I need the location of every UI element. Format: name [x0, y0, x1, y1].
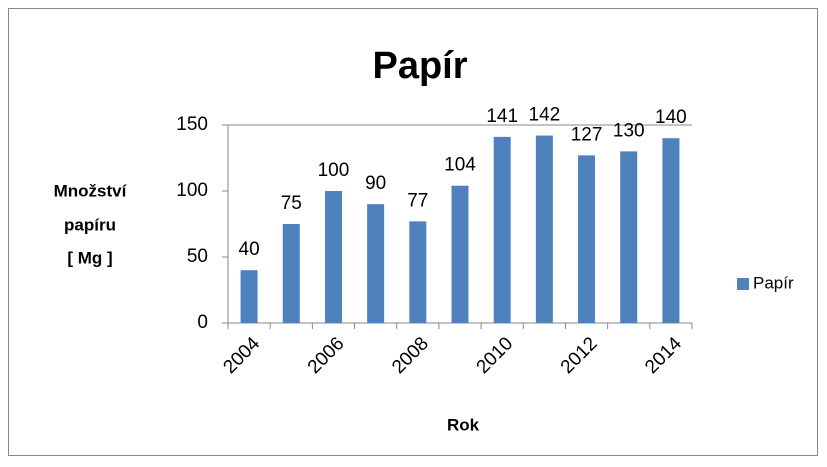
y-tick-label: 100 [176, 180, 208, 201]
data-label: 141 [486, 106, 518, 127]
legend-label: Papír [753, 273, 794, 292]
bar [240, 270, 258, 323]
data-label: 77 [407, 190, 428, 211]
bar [282, 224, 300, 323]
bar [324, 191, 342, 323]
bar [493, 136, 511, 323]
bar [662, 138, 680, 323]
data-label: 127 [571, 124, 603, 145]
data-label: 40 [239, 239, 260, 260]
data-label: 100 [318, 160, 350, 181]
y-tick-label: 0 [197, 312, 208, 333]
legend-swatch [737, 278, 749, 290]
data-label: 140 [655, 107, 687, 128]
x-axis-title: Rok [447, 415, 480, 434]
bar [451, 185, 469, 323]
y-axis-title: Množství [54, 181, 128, 200]
y-axis-title: papíru [64, 215, 116, 234]
data-label: 104 [444, 155, 476, 176]
chart-title: Papír [372, 45, 467, 87]
y-axis-title: [ Mg ] [67, 248, 112, 267]
data-label: 90 [365, 173, 386, 194]
bar [367, 204, 385, 323]
bar [578, 155, 596, 323]
bar [535, 135, 553, 323]
y-tick-label: 150 [176, 114, 208, 135]
data-label: 130 [613, 120, 645, 141]
data-label: 142 [529, 105, 561, 126]
bar [620, 151, 638, 323]
data-label: 75 [281, 193, 302, 214]
bar [409, 221, 427, 323]
y-tick-label: 50 [187, 246, 208, 267]
